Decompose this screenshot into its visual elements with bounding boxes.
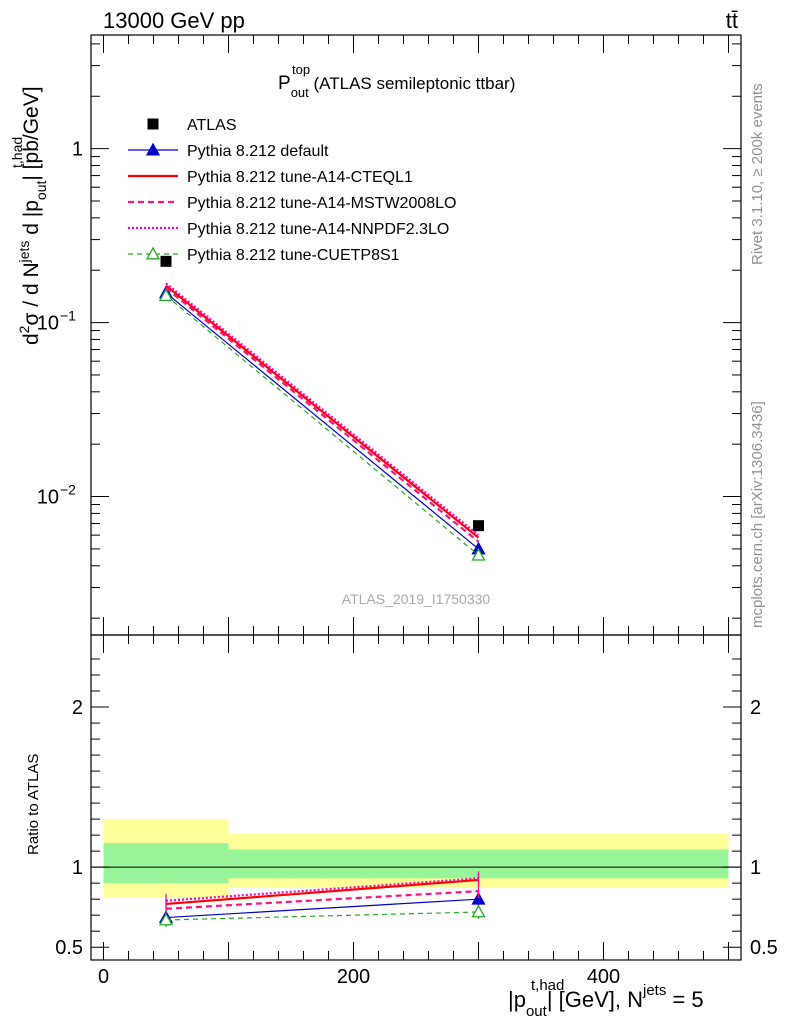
legend-label-1: Pythia 8.212 default xyxy=(187,143,329,160)
chart-title-sub: out xyxy=(291,85,309,100)
y-tick-exp-1: −1 xyxy=(60,308,76,324)
header-left: 13000 GeV pp xyxy=(103,8,245,33)
ratio-line-2 xyxy=(165,890,479,910)
y-axis-title-sup3: t,had xyxy=(9,137,25,168)
y-axis-title-ratio: Ratio to ATLAS xyxy=(25,754,42,855)
y-axis-title-sup2: jets xyxy=(16,241,32,264)
legend-label-5: Pythia 8.212 tune-CUETP8S1 xyxy=(187,247,400,264)
ratio-line-1 xyxy=(165,878,479,906)
x-tick-label-0: 0 xyxy=(98,966,109,988)
chart-title-rest: (ATLAS semileptonic ttbar) xyxy=(309,74,516,93)
series-line-2 xyxy=(165,287,480,543)
x-axis-title-prefix: |p xyxy=(508,987,526,1012)
header-right: tt̄ xyxy=(726,8,738,33)
ratio-marker-4-0 xyxy=(158,912,174,926)
legend-marker-1 xyxy=(145,142,161,156)
y-tick-exp-2: −2 xyxy=(60,482,76,498)
y-axis-title-sub3: out xyxy=(33,181,49,201)
series-line-4 xyxy=(165,295,479,556)
chart-title-main: P xyxy=(278,73,291,94)
series-line-0 xyxy=(165,292,479,550)
ratio-marker-4-1 xyxy=(471,904,486,918)
data-point-1 xyxy=(473,520,484,532)
legend-marker-atlas xyxy=(147,118,159,130)
y-tick-label-1: 10 xyxy=(37,313,59,335)
y-axis-title-prefix: d xyxy=(20,333,43,345)
mcplots-label: mcplots.cern.ch [arXiv:1306.3436] xyxy=(749,401,766,628)
y-axis-title-mid: d |p xyxy=(20,200,43,240)
x-axis-title-sup: t,had xyxy=(531,977,564,994)
watermark: ATLAS_2019_I1750330 xyxy=(342,591,491,607)
legend-label-3: Pythia 8.212 tune-A14-MSTW2008LO xyxy=(187,195,456,212)
main-axis-ticks: 110−110−2 xyxy=(37,35,741,635)
ratio-y-tick-label-0: 0.5 xyxy=(55,937,83,959)
main-series-layer xyxy=(158,255,486,561)
series-marker-4-1 xyxy=(471,547,486,561)
ratio-line-4 xyxy=(165,911,479,921)
ratio-y-tick-label-2: 2 xyxy=(72,697,83,719)
y-axis-title-sigma: σ / d N xyxy=(20,262,43,325)
ratio-line-3 xyxy=(165,877,479,902)
ratio-y-tick-label-right-1: 1 xyxy=(750,857,761,879)
ratio-line-0 xyxy=(165,898,479,919)
legend-marker-5 xyxy=(145,246,161,260)
y-tick-label-0: 1 xyxy=(72,139,83,161)
ratio-plot-frame xyxy=(90,634,742,961)
ratio-y-tick-label-1: 1 xyxy=(72,857,83,879)
x-axis-title-suffix: = 5 xyxy=(666,987,703,1012)
y-axis-title-main: d2σ / d Njets d |pout| [pb/GeV] xyxy=(16,86,49,345)
y-axis-title-suffix: | [pb/GeV] xyxy=(20,86,43,180)
chart-title-sup: top xyxy=(292,62,310,77)
legend: ATLAS Pythia 8.212 default Pythia 8.212 tu… xyxy=(128,117,456,264)
ratio-series-layer xyxy=(158,871,486,927)
band-inner-0 xyxy=(103,843,229,884)
x-axis-title-sup2: jets xyxy=(642,982,666,999)
ratio-y-tick-label-right-2: 2 xyxy=(750,697,761,719)
ratio-y-tick-label-right-0: 0.5 xyxy=(750,937,778,959)
y-tick-label-2: 10 xyxy=(37,487,59,509)
data-point-0 xyxy=(160,255,172,267)
rivet-label: Rivet 3.1.10, ≥ 200k events xyxy=(749,83,766,265)
series-line-3 xyxy=(165,282,480,536)
x-axis-title-sub: out xyxy=(526,1003,548,1020)
x-axis-title: |pout| [GeV], Njets = 5 xyxy=(508,982,704,1020)
y-axis-title-sup1: 2 xyxy=(16,325,32,333)
chart-title: Pout (ATLAS semileptonic ttbar) xyxy=(278,73,515,100)
ratio-marker-0-1 xyxy=(471,891,486,905)
x-tick-label-2: 400 xyxy=(587,966,620,988)
series-line-1 xyxy=(165,284,480,539)
ratio-axis-ticks: 0.5 0.5 1 1 2 2 0 200 400 xyxy=(55,635,778,988)
legend-label-4: Pythia 8.212 tune-A14-NNPDF2.3LO xyxy=(187,221,449,238)
legend-label-2: Pythia 8.212 tune-A14-CTEQL1 xyxy=(187,169,413,186)
x-axis-title-mid: | [GeV], N xyxy=(547,987,643,1012)
legend-label-0: ATLAS xyxy=(187,117,237,134)
ratio-uncertainty-bands xyxy=(91,819,741,898)
series-marker-4-0 xyxy=(158,288,174,302)
x-tick-label-1: 200 xyxy=(337,966,370,988)
